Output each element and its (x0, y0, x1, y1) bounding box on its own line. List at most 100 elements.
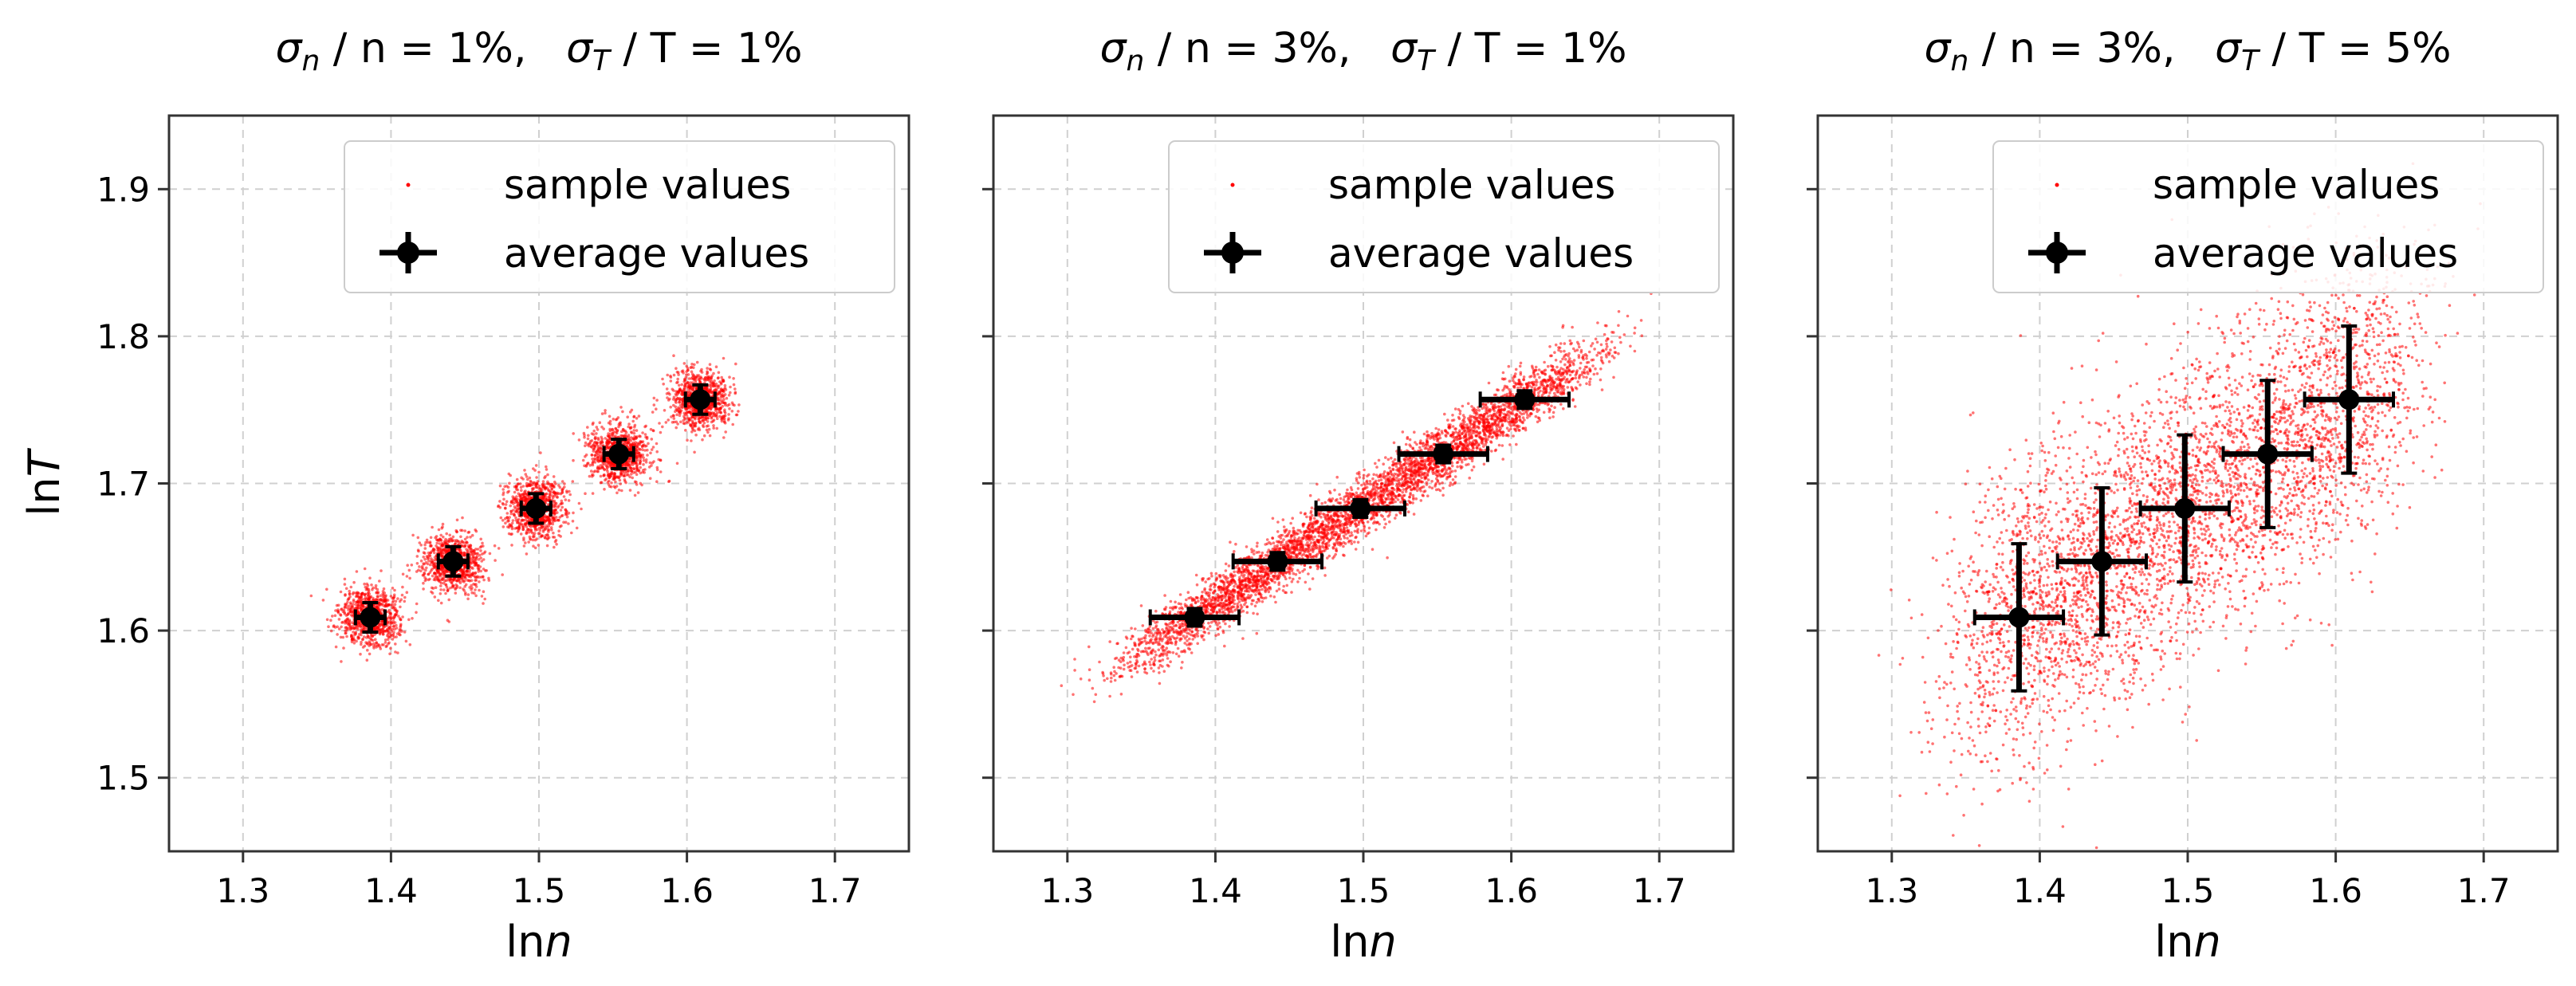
sample-point (729, 391, 732, 395)
sample-point (515, 484, 518, 488)
sample-point (347, 597, 351, 600)
sample-point (378, 630, 381, 634)
sample-point (608, 434, 612, 438)
sample-point (376, 595, 380, 599)
sample-point (608, 414, 612, 418)
sample-point (423, 547, 427, 550)
sample-point (605, 456, 608, 459)
sample-point (690, 439, 693, 442)
sample-point (442, 577, 446, 580)
sample-point (342, 646, 345, 650)
sample-point (343, 583, 347, 586)
sample-point (356, 627, 360, 631)
sample-point (482, 575, 485, 579)
sample-point (722, 414, 726, 418)
sample-point (666, 396, 669, 399)
sample-point (632, 414, 636, 418)
sample-point (619, 406, 623, 409)
sample-point (680, 383, 683, 387)
sample-point (562, 495, 566, 498)
sample-point (379, 594, 383, 598)
sample-point (612, 432, 615, 435)
sample-point (723, 410, 726, 414)
sample-point (363, 567, 367, 571)
sample-point (368, 640, 371, 643)
sample-point (644, 435, 647, 439)
sample-point (534, 485, 538, 489)
sample-point (1188, 628, 1192, 632)
sample-point (468, 571, 471, 574)
sample-point (641, 440, 645, 443)
sample-point (627, 425, 630, 429)
sample-point (520, 489, 523, 492)
sample-point (683, 384, 687, 388)
sample-point (439, 533, 442, 537)
sample-point (678, 414, 682, 417)
sample-point (655, 442, 659, 446)
sample-point (513, 490, 517, 494)
sample-point (603, 468, 606, 472)
sample-point (392, 617, 395, 620)
sample-point (687, 417, 690, 421)
sample-point (336, 603, 340, 607)
y-tick-label: 1.6 (96, 611, 150, 650)
sample-point (609, 485, 613, 489)
sample-point (1166, 657, 1170, 660)
sample-point (325, 587, 328, 591)
sample-point (694, 375, 697, 379)
sample-point (1165, 654, 1169, 657)
sample-point (391, 625, 395, 628)
sample-point (1154, 653, 1158, 657)
sample-point (1169, 599, 1173, 603)
sample-point (541, 517, 545, 521)
sample-point (672, 403, 675, 407)
sample-point (349, 613, 353, 617)
sample-point (360, 633, 363, 637)
sample-point (716, 396, 720, 400)
sample-point (479, 569, 482, 573)
sample-point (631, 442, 634, 446)
sample-point (465, 570, 469, 573)
sample-point (502, 497, 505, 501)
sample-point (626, 462, 629, 466)
sample-point (343, 577, 347, 581)
sample-point (655, 468, 659, 472)
sample-point (473, 583, 477, 587)
sample-point (612, 418, 615, 421)
sample-point (444, 550, 447, 553)
sample-point (531, 532, 534, 535)
sample-point (365, 642, 369, 645)
sample-point (533, 538, 537, 542)
sample-point (501, 488, 505, 491)
sample-point (422, 551, 426, 554)
sample-point (425, 538, 429, 542)
sample-point (685, 373, 688, 376)
sample-point (694, 418, 697, 421)
sample-point (706, 387, 710, 391)
sample-point (604, 409, 607, 412)
sample-point (684, 407, 687, 411)
sample-point (628, 426, 632, 430)
sample-point (395, 627, 399, 630)
sample-point (394, 599, 398, 603)
sample-point (572, 458, 575, 462)
sample-point (1098, 660, 1101, 664)
sample-point (429, 536, 433, 540)
sample-point (525, 475, 529, 478)
sample-point (672, 417, 676, 420)
sample-point (638, 441, 641, 445)
x-axis-label: lnn (505, 917, 572, 967)
sample-point (381, 632, 385, 636)
sample-point (381, 619, 384, 623)
legend-label-average: average values (504, 230, 809, 277)
sample-point (415, 611, 418, 615)
sample-point (572, 432, 575, 435)
sample-point (547, 517, 550, 520)
sample-point (526, 477, 529, 481)
sample-point (687, 411, 691, 414)
sample-point (428, 540, 432, 544)
sample-point (525, 497, 528, 501)
sample-point (440, 541, 444, 545)
sample-point (345, 634, 348, 638)
sample-point (690, 372, 694, 376)
